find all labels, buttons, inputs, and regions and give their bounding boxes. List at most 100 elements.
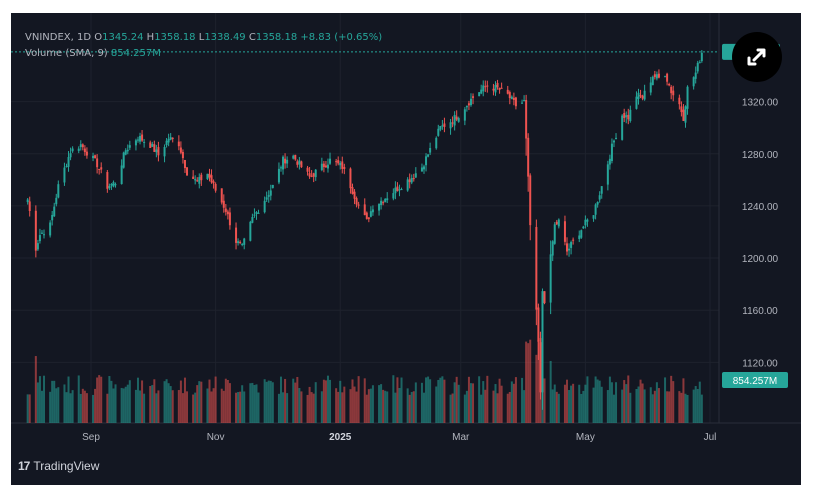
volume-bar [649, 387, 652, 423]
volume-bar [500, 385, 503, 423]
volume-bar [329, 379, 332, 423]
volume-bar [108, 376, 111, 423]
candle-body [457, 118, 460, 122]
volume-bar [49, 391, 52, 423]
volume-bar [55, 388, 58, 423]
candle-body [463, 109, 466, 121]
volume-bar [51, 380, 54, 423]
time-tick-label: May [576, 432, 595, 443]
volume-legend: Volume (SMA, 9) 854.257M [25, 48, 161, 59]
candle-body [678, 97, 681, 105]
time-tick-label: Sep [82, 432, 100, 443]
tradingview-branding[interactable]: 17 TradingView [18, 459, 99, 473]
candle-body [257, 212, 260, 214]
volume-bar [100, 376, 103, 423]
candlestick-chart[interactable]: 1320.00 1280.00 1240.00 1200.00 1160.00 1120.… [11, 13, 801, 485]
volume-bar [77, 375, 80, 423]
volume-bar [510, 381, 513, 423]
volume-bar [251, 382, 254, 423]
volume-bar [612, 394, 615, 423]
candle-body [294, 154, 297, 160]
candle-body [320, 163, 323, 171]
volume-bar [267, 380, 270, 423]
volume-bar [298, 387, 301, 423]
candle-body [136, 139, 139, 141]
candle-body [337, 160, 340, 164]
candle-body [482, 85, 485, 92]
volume-bar [400, 377, 403, 423]
candle-body [243, 238, 246, 245]
candle-body [621, 115, 624, 140]
candle-body [625, 115, 628, 118]
volume-bar [386, 391, 389, 423]
candle-body [420, 167, 423, 172]
volume-bar [200, 381, 203, 423]
candle-body [38, 235, 41, 242]
candle-body [666, 73, 669, 82]
volume-bar [65, 392, 68, 423]
candle-body [537, 307, 540, 342]
volume-bar [551, 389, 554, 423]
candle-body [126, 149, 129, 152]
candle-body [183, 159, 186, 169]
candle-body [496, 82, 499, 88]
candle-body [267, 195, 270, 197]
candle-body [65, 166, 68, 168]
candle-body [220, 188, 223, 203]
candle-body [157, 147, 160, 156]
candle-body [594, 204, 597, 215]
candle-body [120, 165, 123, 185]
candle-body [343, 167, 346, 169]
volume-bar [239, 391, 242, 423]
candle-body [355, 198, 358, 205]
candle-body [486, 85, 489, 87]
volume-bar [455, 376, 458, 423]
volume-bar [355, 391, 358, 423]
volume-bar [657, 388, 660, 423]
volume-bar [553, 384, 556, 423]
candle-body [300, 161, 303, 168]
volume-bar [136, 377, 139, 423]
candle-body [384, 198, 387, 203]
candle-body [100, 167, 103, 170]
candle-body [286, 159, 289, 164]
candle-body [279, 167, 282, 169]
volume-bar [535, 354, 538, 423]
candle-body [339, 162, 342, 166]
volume-bar [568, 390, 571, 423]
volume-bar [615, 382, 618, 423]
expand-button[interactable] [732, 32, 782, 82]
candle-body [269, 190, 272, 196]
candle-body [181, 151, 184, 159]
volume-bar [67, 376, 70, 423]
volume-bar [394, 392, 397, 423]
candle-body [492, 88, 495, 91]
volume-bar [198, 381, 201, 423]
volume-bar [371, 385, 374, 423]
candle-body [680, 106, 683, 113]
volume-bar [608, 376, 611, 423]
candle-body [414, 173, 417, 178]
volume-bar [112, 388, 115, 423]
candle-body [151, 143, 154, 147]
candle-body [682, 109, 685, 121]
candle-body [110, 184, 113, 186]
low-label: L [198, 32, 205, 43]
volume-bar [621, 389, 624, 423]
volume-bar [463, 394, 466, 423]
volume-bar [134, 389, 137, 423]
candle-body [49, 222, 52, 236]
candle-body [308, 173, 311, 177]
volume-bar [183, 377, 186, 423]
candle-body [163, 146, 166, 157]
volume-bar [664, 377, 667, 423]
candle-body [664, 76, 667, 78]
volume-bar [94, 388, 97, 423]
candle-body [696, 62, 699, 72]
volume-bar [655, 382, 658, 423]
candle-body [668, 84, 671, 86]
candle-body [686, 86, 689, 109]
price-tick-label: 1200.00 [742, 254, 779, 265]
volume-bar [486, 375, 489, 423]
volume-bar [235, 392, 238, 423]
